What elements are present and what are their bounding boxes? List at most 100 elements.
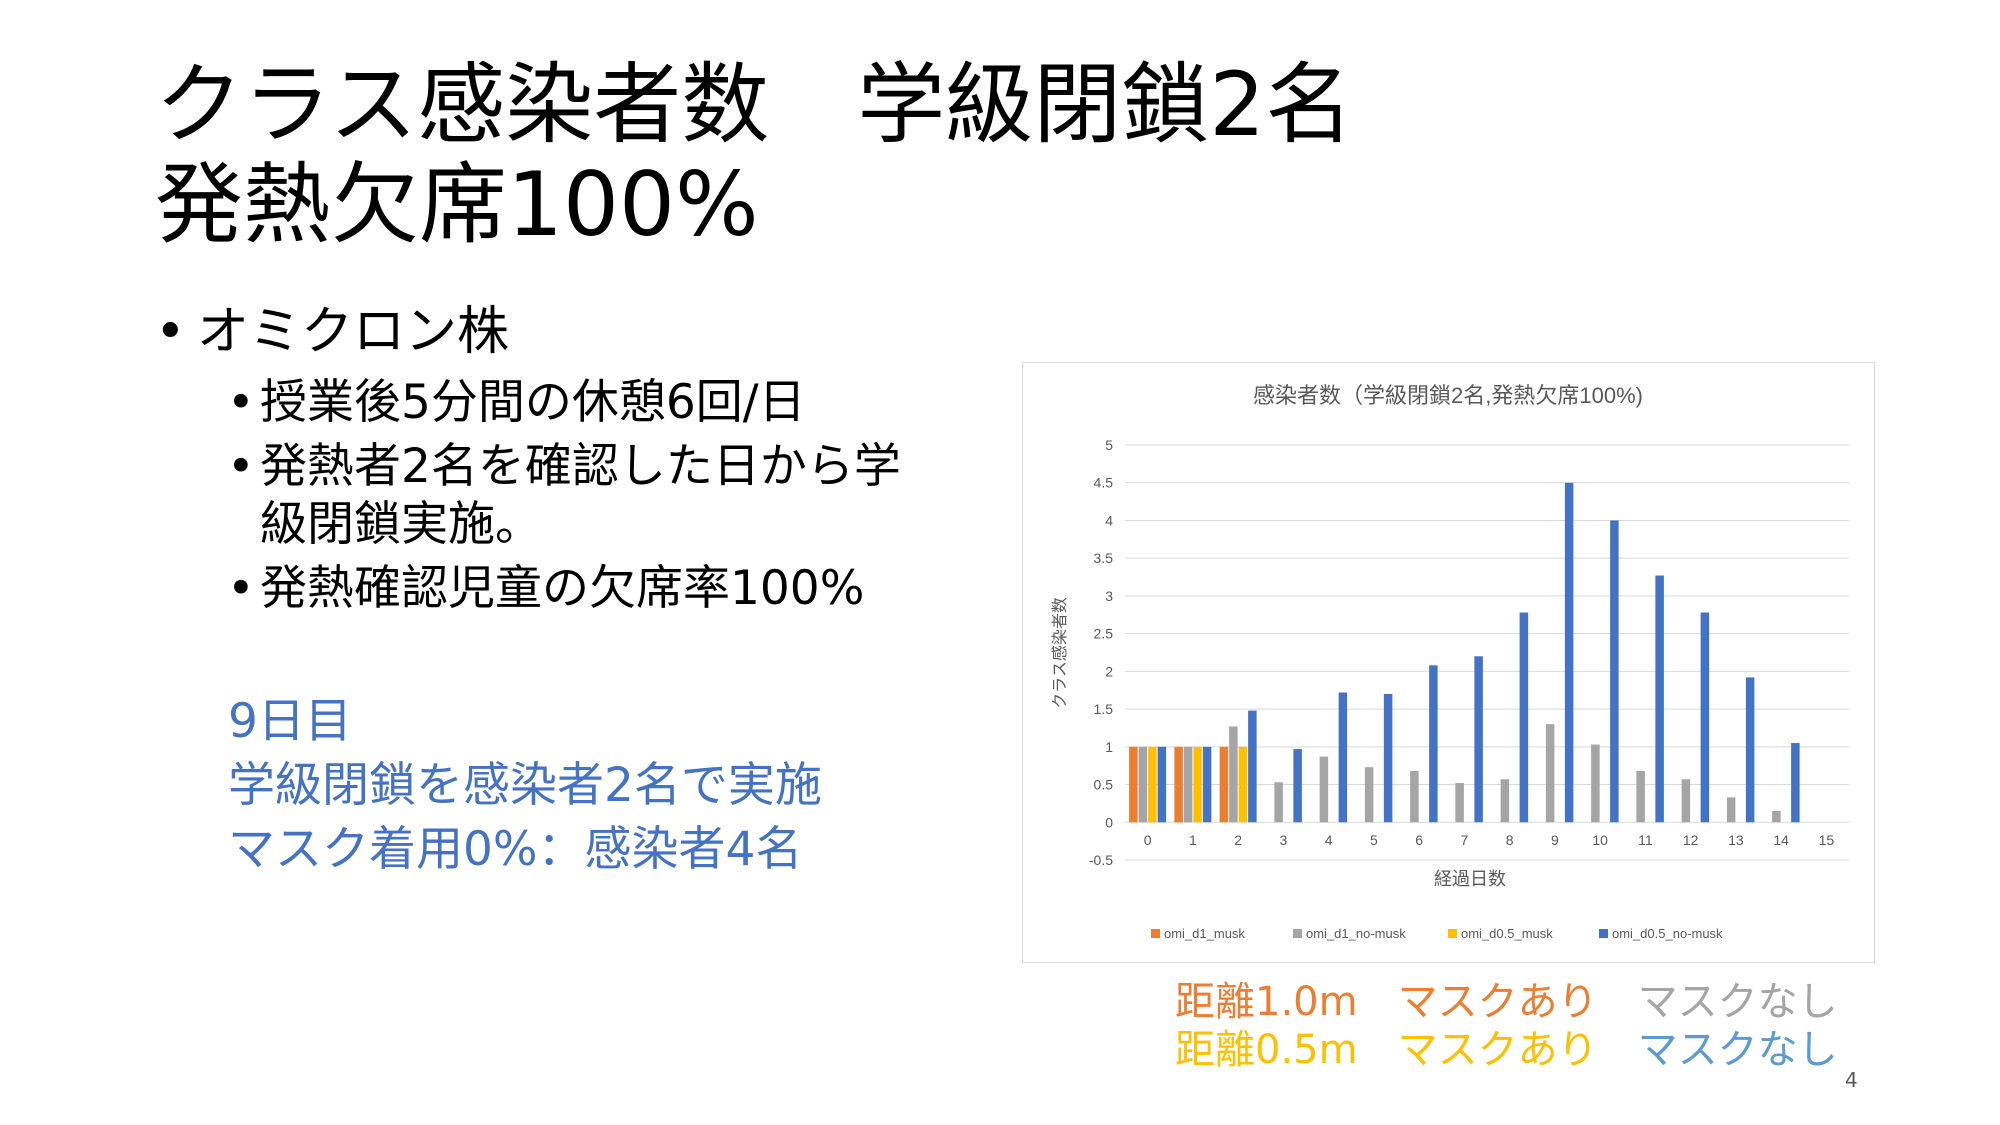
bar [1474,656,1483,823]
x-tick-label: 13 [1728,832,1744,848]
bar [1745,677,1755,823]
bar [1229,726,1238,823]
bar [1429,665,1438,823]
bar [1772,810,1781,823]
x-tick-label: 15 [1819,832,1835,848]
sub-bullet: 発熱者2名を確認した日から学級閉鎖実施。 [155,438,920,554]
legend-label: omi_d1_musk [1164,926,1245,941]
y-tick-labels: -0.5 0 0.5 1 1.5 2 2.5 3 3.5 4 4.5 5 [1089,437,1113,868]
x-tick-label: 12 [1683,832,1699,848]
bar [1138,746,1148,823]
x-tick-labels: 0 1 2 3 4 5 6 7 8 9 10 11 12 13 14 15 [1144,832,1835,848]
sub-bullet: 授業後5分間の休憩6回/日 [155,374,920,432]
key-05m-mask-on: マスクあり [1397,1027,1598,1073]
x-tick-label: 0 [1144,832,1152,848]
bar [1364,767,1374,823]
note-line: 学級閉鎖を感染者2名で実施 [228,758,822,813]
x-tick-label: 1 [1189,832,1197,848]
y-tick-label: 0 [1105,814,1113,830]
bar-chart: 感染者数（学級閉鎖2名,発熱欠席100%) -0.5 0 0.5 1 1.5 2 2.5 3 3… [1051,383,1849,941]
chart-container: 感染者数（学級閉鎖2名,発熱欠席100%) -0.5 0 0.5 1 1.5 2 2.5 3 3… [1022,362,1875,963]
key-05m-mask-off: マスクなし [1637,1027,1838,1073]
bar [1519,612,1529,823]
bar [1726,797,1736,823]
y-tick-label: 0.5 [1094,777,1114,793]
x-tick-label: 4 [1325,832,1333,848]
bar [1202,746,1212,823]
bar [1338,692,1348,823]
note-line: マスク着用0%：感染者4名 [228,822,803,877]
bars [1129,482,1800,823]
chart-title: 感染者数（学級閉鎖2名,発熱欠席100%) [1253,383,1643,408]
key-1m-mask-on: マスクあり [1397,979,1598,1025]
sub-bullet-text: 授業後5分間の休憩6回/日 [260,375,806,430]
bar [1500,779,1510,823]
bar [1238,746,1248,823]
chart-legend: omi_d1_musk omi_d1_no-musk omi_d0.5_musk om… [1151,926,1723,941]
bar [1157,746,1167,823]
legend-label: omi_d0.5_musk [1461,926,1553,941]
bar [1636,770,1645,823]
y-tick-label: 4.5 [1094,475,1114,491]
y-tick-label: 2 [1105,663,1113,679]
x-tick-label: 14 [1773,832,1789,848]
x-tick-label: 3 [1279,832,1287,848]
y-tick-label: 4 [1105,512,1113,528]
x-tick-label: 10 [1592,832,1608,848]
sub-bullet-text: 発熱確認児童の欠席率100% [260,561,865,616]
bar [1174,746,1183,823]
y-tick-label: 3 [1105,588,1113,604]
y-axis-label: クラス感染者数 [1051,597,1069,709]
y-tick-label: -0.5 [1089,852,1113,868]
bar [1383,694,1393,823]
highlight-note: 9日目 学級閉鎖を感染者2名で実施 マスク着用0%：感染者4名 [228,690,822,882]
slide-title: クラス感染者数 学級閉鎖2名 発熱欠席100% [155,55,1353,255]
bar [1681,779,1691,823]
bar [1700,612,1710,823]
bar [1293,749,1302,823]
x-tick-label: 2 [1234,832,1242,848]
key-1m-mask-off: マスクなし [1637,979,1838,1025]
bar [1193,746,1202,823]
x-tick-label: 5 [1370,832,1378,848]
y-tick-label: 1.5 [1094,701,1114,717]
y-tick-label: 5 [1105,437,1113,453]
bar [1455,783,1464,823]
key-distance-05m: 距離0.5m [1175,1027,1358,1073]
bar [1148,746,1157,823]
bullet-main: オミクロン株 [155,300,920,364]
legend-swatch [1599,929,1608,938]
bar [1274,782,1283,823]
bar [1319,756,1329,823]
bar [1248,710,1257,823]
y-tick-label: 2.5 [1094,626,1114,642]
key-distance-1m: 距離1.0m [1175,979,1358,1025]
sub-bullet: 発熱確認児童の欠席率100% [155,560,920,618]
bar [1219,746,1229,823]
bullet-list: オミクロン株 授業後5分間の休憩6回/日 発熱者2名を確認した日から学級閉鎖実施… [155,300,920,624]
bar [1591,744,1600,823]
legend-swatch [1293,929,1302,938]
x-axis-label: 経過日数 [1434,869,1506,889]
bar [1610,520,1619,823]
bar [1410,770,1419,823]
legend-label: omi_d0.5_no-musk [1612,926,1723,941]
bar [1183,746,1193,823]
note-line: 9日目 [228,694,352,749]
title-line-2: 発熱欠席100% [155,153,759,256]
page-number: 4 [1845,1068,1858,1092]
bar [1655,575,1664,823]
x-tick-label: 6 [1415,832,1423,848]
bar [1545,724,1555,823]
legend-label: omi_d1_no-musk [1306,926,1406,941]
x-tick-label: 9 [1551,832,1559,848]
x-tick-label: 7 [1460,832,1468,848]
bar [1564,482,1574,823]
x-tick-label: 11 [1638,832,1653,848]
bar [1129,746,1138,823]
color-key: 距離1.0m マスクあり マスクなし 距離0.5m マスクあり マスクなし [1175,978,1838,1074]
sub-bullet-text: 発熱者2名を確認した日から学級閉鎖実施。 [260,439,901,552]
y-tick-label: 1 [1105,739,1113,755]
y-tick-label: 3.5 [1094,550,1114,566]
bar [1791,743,1800,823]
